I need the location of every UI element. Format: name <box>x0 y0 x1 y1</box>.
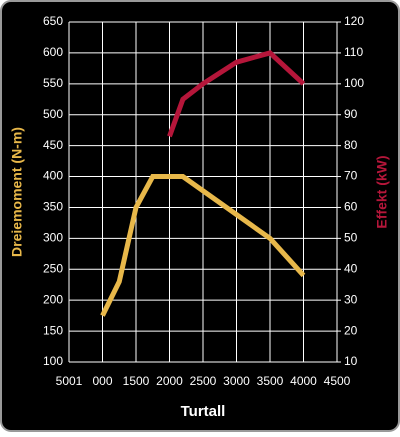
y2-axis-label: Effekt (kW) <box>374 155 390 228</box>
y-tick-label: 650 <box>43 14 63 28</box>
x-tick-label: 4500 <box>324 374 351 388</box>
y-tick-label: 150 <box>43 323 63 337</box>
y2-tick-label: 30 <box>344 292 358 306</box>
y2-tick-label: 60 <box>344 200 358 214</box>
y2-tick-label: 80 <box>344 138 358 152</box>
y-tick-label: 200 <box>43 292 63 306</box>
x-tick-label: 4000 <box>290 374 317 388</box>
y2-tick-label: 100 <box>344 76 364 90</box>
series-line <box>167 50 306 138</box>
y-tick-label: 250 <box>43 261 63 275</box>
y-tick-label: 600 <box>43 45 63 59</box>
y2-tick-label: 10 <box>344 354 358 368</box>
y-tick-label: 500 <box>43 107 63 121</box>
x-tick-label: 1500 <box>123 374 150 388</box>
y-tick-label: 100 <box>43 354 63 368</box>
y2-tick-label: 50 <box>344 231 358 245</box>
x-tick-label: 3500 <box>257 374 284 388</box>
y2-tick-label: 90 <box>344 107 358 121</box>
x-tick-label: 2500 <box>190 374 217 388</box>
y-tick-label: 550 <box>43 76 63 90</box>
x-tick-label: 2000 <box>156 374 183 388</box>
y-tick-label: 300 <box>43 231 63 245</box>
y2-tick-label: 120 <box>344 14 364 28</box>
y-tick-label: 350 <box>43 200 63 214</box>
y2-tick-label: 40 <box>344 261 358 275</box>
y2-tick-label: 20 <box>344 323 358 337</box>
x-tick-label: 3000 <box>223 374 250 388</box>
y-tick-label: 400 <box>43 169 63 183</box>
y-axis-label: Dreiemoment (N-m) <box>9 127 25 257</box>
x-axis-label: Turtall <box>181 403 226 420</box>
series-line <box>100 174 306 317</box>
y-tick-label: 450 <box>43 138 63 152</box>
y2-tick-label: 70 <box>344 169 358 183</box>
x-tick-label: 5001 <box>56 374 83 388</box>
y2-tick-label: 110 <box>344 45 363 59</box>
x-tick-label: 000 <box>92 374 112 388</box>
